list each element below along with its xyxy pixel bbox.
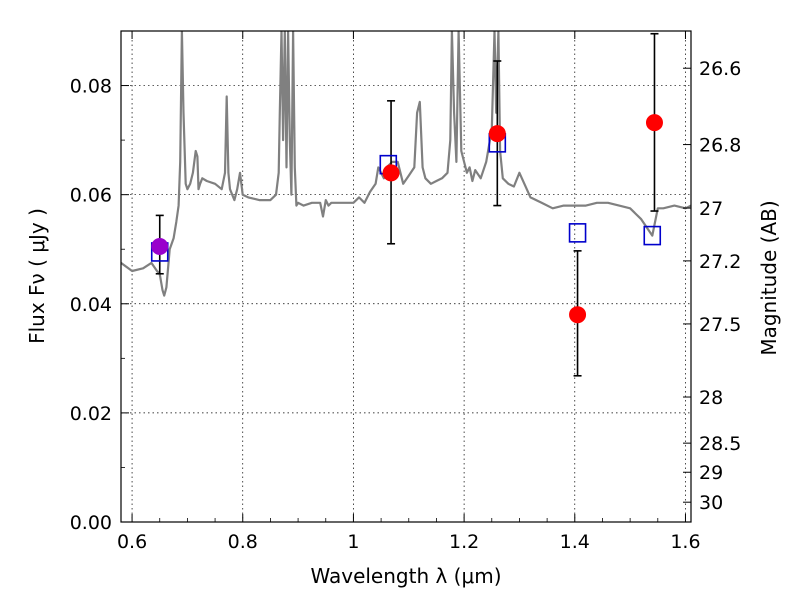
spectrum-line — [121, 31, 691, 297]
x-tick-label: 0.6 — [117, 531, 147, 553]
spectrum-layer — [121, 31, 691, 297]
right-tick-label: 27.2 — [699, 251, 741, 273]
right-tick-label: 26.8 — [699, 135, 741, 157]
right-tick-label: 27 — [699, 198, 723, 220]
x-axis-label: Wavelength λ (μm) — [310, 564, 501, 588]
observed-point — [569, 306, 587, 324]
model-box — [568, 223, 587, 243]
right-tick-label: 28.5 — [699, 433, 741, 455]
right-tick-label: 29 — [699, 462, 723, 484]
y-axis-ticks: 0.00 0.02 0.04 0.06 0.08 — [70, 76, 129, 534]
x-tick-label: 1.2 — [449, 531, 479, 553]
observed-point — [645, 114, 663, 132]
y-axis-label: Flux Fν ( μJy ) — [25, 208, 49, 344]
y-tick-label: 0.04 — [70, 294, 112, 316]
observed-point — [151, 237, 169, 255]
observed-point — [488, 125, 506, 143]
right-tick-label: 28 — [699, 387, 723, 409]
right-tick-label: 26.6 — [699, 58, 741, 80]
x-tick-label: 0.8 — [228, 531, 258, 553]
y-tick-label: 0.08 — [70, 76, 112, 98]
x-axis-ticks: 0.6 0.8 1 1.2 1.4 1.6 — [117, 31, 701, 553]
x-tick-label: 1 — [347, 531, 359, 553]
x-tick-label: 1.4 — [560, 531, 590, 553]
y-tick-label: 0.06 — [70, 185, 112, 207]
right-axis-label: Magnitude (AB) — [757, 200, 781, 355]
x-tick-label: 1.6 — [670, 531, 700, 553]
observed-points — [151, 114, 663, 324]
observed-point — [382, 164, 400, 182]
y-tick-label: 0.00 — [70, 512, 112, 534]
right-axis-ticks: 26.6 26.8 27 27.2 27.5 28 28.5 29 30 — [683, 58, 741, 514]
plot-frame — [120, 30, 692, 523]
plot-background — [121, 31, 691, 522]
model-box — [643, 225, 662, 246]
y-tick-label: 0.02 — [70, 403, 112, 425]
right-tick-label: 27.5 — [699, 314, 741, 336]
right-tick-label: 30 — [699, 492, 723, 514]
